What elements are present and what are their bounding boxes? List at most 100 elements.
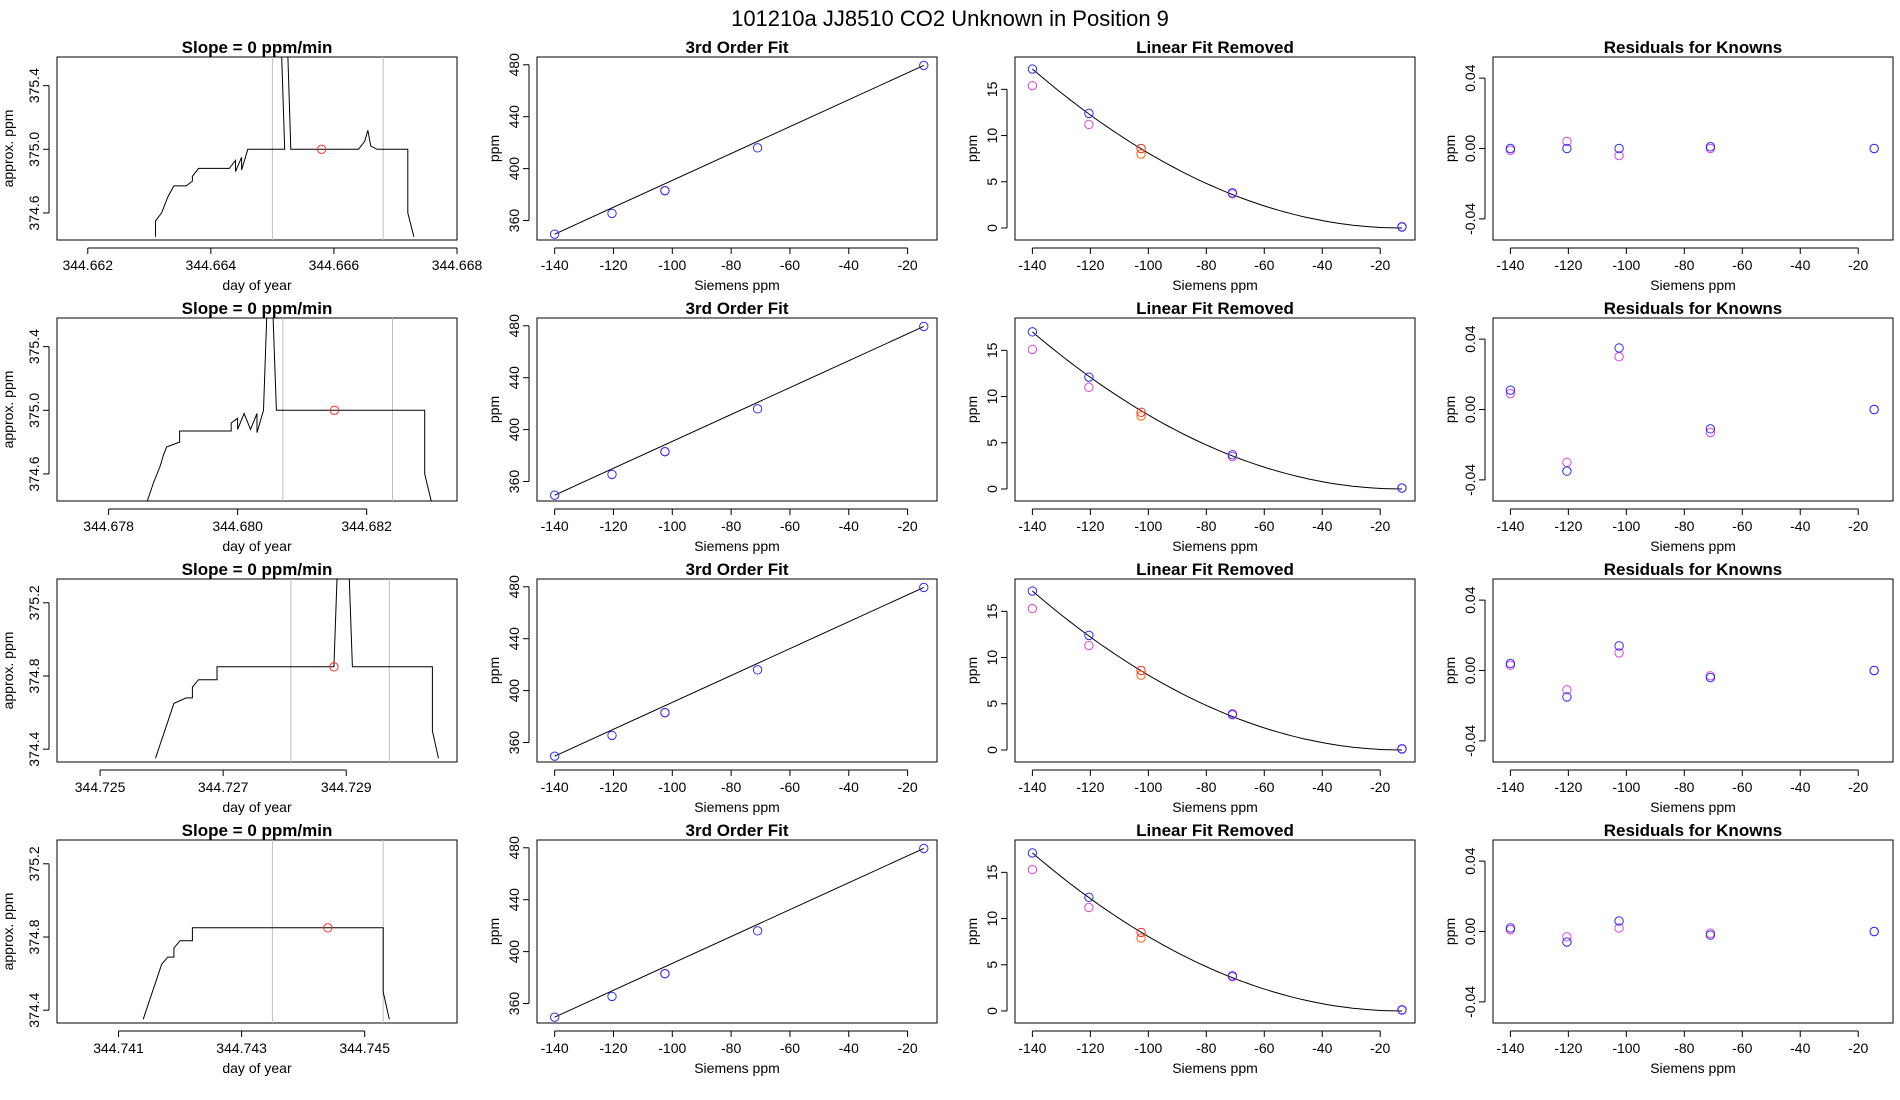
residual-point	[1705, 142, 1716, 152]
plot-area	[1027, 586, 1407, 754]
y-tick-label: 0	[984, 485, 1000, 493]
y-tick-label: 375.4	[26, 68, 42, 103]
x-tick-label: -120	[1076, 779, 1104, 795]
x-tick-label: -140	[1018, 518, 1046, 534]
y-axis-label: ppm	[1442, 918, 1458, 945]
x-tick-label: -60	[780, 1040, 800, 1056]
panel-resid-row-1: Residuals for Knowns -140 -120 -100 -80 -60 -4…	[1442, 38, 1894, 293]
y-tick-label: 375.2	[26, 585, 42, 620]
known-standard-point	[752, 143, 763, 153]
x-tick-label: -20	[897, 779, 917, 795]
x-tick-label: -80	[1196, 518, 1216, 534]
x-axis-label: Siemens ppm	[1172, 1060, 1258, 1076]
y-tick-label: 440	[506, 366, 522, 390]
plot-frame	[56, 839, 458, 1024]
unknown-point-overlay	[660, 968, 670, 979]
known-standard-point	[1027, 848, 1038, 858]
x-tick-label: 344.745	[339, 1040, 390, 1056]
x-tick-label: 344.668	[432, 257, 483, 273]
y-tick-label: 400	[506, 157, 522, 181]
known-standard-point	[1084, 108, 1094, 119]
residual-point	[1705, 930, 1716, 940]
x-tick-label: -100	[1134, 779, 1162, 795]
residual-point-alt	[1614, 923, 1624, 933]
panel-title: Residuals for Knowns	[1604, 299, 1783, 318]
y-tick-label: 0.00	[1462, 135, 1478, 162]
x-tick-label: -120	[1076, 518, 1104, 534]
plot-frame	[536, 839, 938, 1024]
residual-point-alt	[1614, 150, 1624, 161]
unknown-point	[1136, 927, 1146, 938]
x-tick-label: -80	[1674, 518, 1694, 534]
plot-frame	[1492, 317, 1894, 502]
x-tick-label: -60	[1732, 257, 1752, 273]
known-standard-point	[919, 60, 929, 71]
known-standard-point	[919, 582, 929, 593]
x-tick-label: -120	[1076, 257, 1104, 273]
x-tick-label: -120	[599, 518, 627, 534]
plot-area	[1027, 848, 1407, 1015]
x-tick-label: 344.725	[75, 779, 126, 795]
x-tick-label: -100	[658, 779, 686, 795]
y-tick-label: 360	[506, 209, 522, 233]
panel-title: Linear Fit Removed	[1136, 299, 1294, 318]
y-axis-label: approx. ppm	[0, 371, 16, 449]
panel-title: Slope = 0 ppm/min	[182, 38, 333, 57]
y-tick-label: 480	[506, 836, 522, 860]
y-tick-label: 374.6	[26, 195, 42, 230]
plot-area	[146, 318, 432, 501]
known-standard-point	[549, 751, 560, 761]
x-axis-label: Siemens ppm	[1650, 538, 1736, 554]
fit-curve	[554, 325, 924, 496]
residual-point	[1562, 692, 1572, 702]
plot-area	[155, 57, 415, 240]
x-tick-label: -140	[1496, 779, 1524, 795]
y-tick-label: 15	[984, 603, 1000, 619]
unknown-point-overlay	[660, 446, 670, 457]
y-tick-label: 375.0	[26, 393, 42, 428]
x-tick-label: -140	[1018, 1040, 1046, 1056]
unknown-point	[1136, 407, 1146, 417]
residual-point	[1869, 665, 1879, 676]
y-axis-label: ppm	[486, 918, 502, 945]
known-standard-point	[919, 843, 929, 854]
x-axis-label: Siemens ppm	[694, 799, 780, 815]
x-axis-label: Siemens ppm	[1650, 1060, 1736, 1076]
panel-resid-row-2: Residuals for Knowns -140 -120 -100 -80 -60 -4…	[1442, 299, 1894, 554]
y-tick-label: 0	[984, 1007, 1000, 1015]
known-standard-point	[1084, 892, 1094, 903]
x-tick-label: -140	[1018, 257, 1046, 273]
y-tick-label: 0.00	[1462, 918, 1478, 945]
panel-title: Linear Fit Removed	[1136, 560, 1294, 579]
average-marker	[323, 923, 333, 933]
average-marker	[316, 144, 327, 154]
x-tick-label: -140	[1496, 1040, 1524, 1056]
residual-point-alt	[1562, 685, 1572, 695]
y-tick-label: 440	[506, 627, 522, 651]
x-tick-label: -20	[1848, 257, 1868, 273]
x-tick-label: 344.666	[309, 257, 360, 273]
y-tick-label: 5	[984, 178, 1000, 186]
y-tick-label: 15	[984, 342, 1000, 358]
fit-point	[1027, 603, 1038, 614]
known-standard-point	[549, 490, 560, 500]
y-tick-label: 375.0	[26, 132, 42, 167]
x-tick-label: -100	[1134, 518, 1162, 534]
residual-point	[1505, 385, 1516, 395]
panel-fit-row-2: 3rd Order Fit -140 -120 -100 -80 -60 -40 -20 Sie…	[486, 299, 938, 554]
known-standard-point	[1227, 709, 1238, 719]
unknown-point-overlay	[660, 707, 670, 718]
x-axis-label: day of year	[222, 1060, 292, 1076]
x-tick-label: -80	[1196, 779, 1216, 795]
x-tick-label: -80	[1196, 1040, 1216, 1056]
x-tick-label: -60	[780, 257, 800, 273]
x-tick-label: -40	[839, 518, 859, 534]
x-axis-label: Siemens ppm	[1172, 799, 1258, 815]
known-standard-point	[752, 404, 763, 414]
x-tick-label: -40	[1790, 1040, 1810, 1056]
x-tick-label: 344.682	[341, 518, 392, 534]
average-marker	[329, 405, 340, 415]
plot-frame	[56, 578, 458, 763]
x-axis-label: Siemens ppm	[694, 538, 780, 554]
fit-point	[1084, 382, 1094, 393]
